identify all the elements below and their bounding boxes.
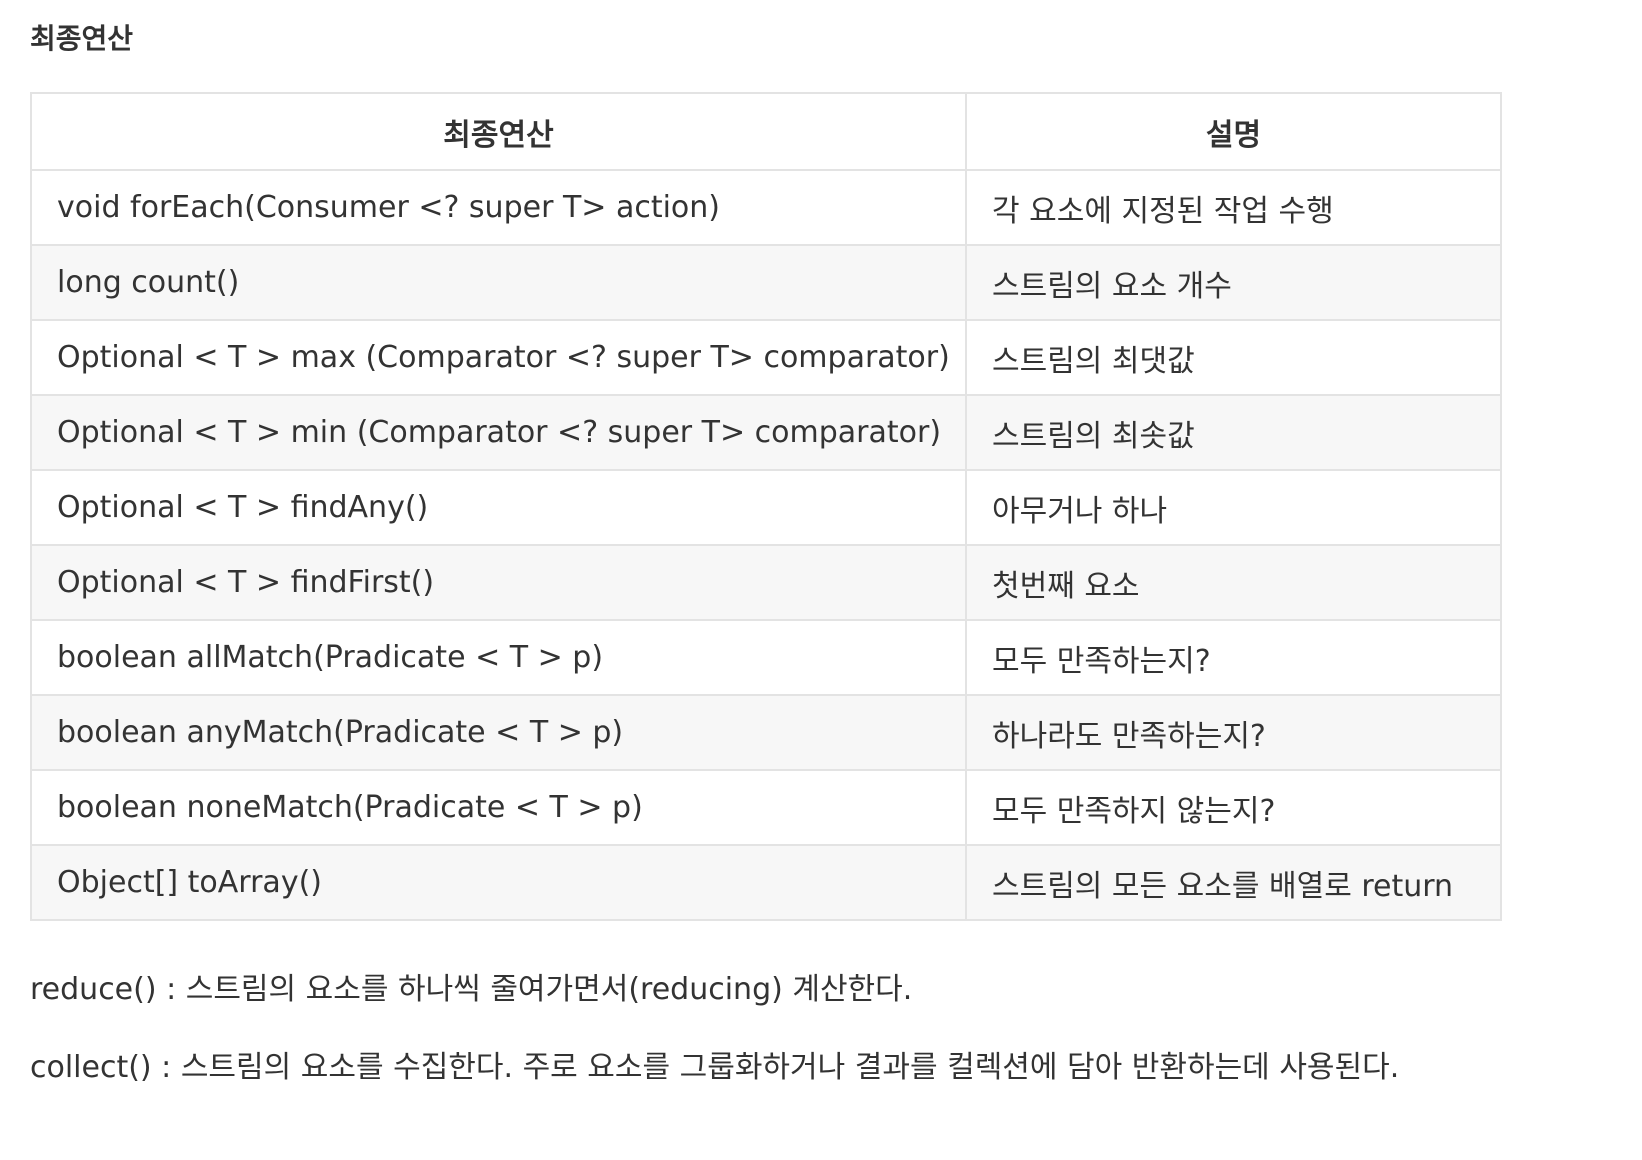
operation-cell: boolean noneMatch(Pradicate < T > p)	[30, 769, 967, 846]
table-row: boolean allMatch(Pradicate < T > p) 모두 만…	[30, 619, 1502, 696]
table-row: boolean noneMatch(Pradicate < T > p) 모두 …	[30, 769, 1502, 846]
operation-cell: Optional < T > max (Comparator <? super …	[30, 319, 967, 396]
description-cell: 모두 만족하지 않는지?	[965, 769, 1502, 846]
description-cell: 스트림의 최댓값	[965, 319, 1502, 396]
table-row: Optional < T > min (Comparator <? super …	[30, 394, 1502, 471]
header-operation: 최종연산	[30, 92, 967, 171]
description-cell: 스트림의 모든 요소를 배열로 return	[965, 844, 1502, 921]
table-row: Object[] toArray() 스트림의 모든 요소를 배열로 retur…	[30, 844, 1502, 921]
operation-cell: boolean allMatch(Pradicate < T > p)	[30, 619, 967, 696]
document-page: 최종연산 최종연산 설명 void forEach(Consumer <? su…	[30, 0, 1610, 1085]
table-row: Optional < T > findAny() 아무거나 하나	[30, 469, 1502, 546]
operation-cell: void forEach(Consumer <? super T> action…	[30, 169, 967, 246]
description-cell: 첫번째 요소	[965, 544, 1502, 621]
description-cell: 모두 만족하는지?	[965, 619, 1502, 696]
table-header-row: 최종연산 설명	[30, 92, 1502, 171]
terminal-operations-table: 최종연산 설명 void forEach(Consumer <? super T…	[30, 92, 1502, 921]
table-row: Optional < T > max (Comparator <? super …	[30, 319, 1502, 396]
operation-cell: Optional < T > findFirst()	[30, 544, 967, 621]
table-row: long count() 스트림의 요소 개수	[30, 244, 1502, 321]
header-description: 설명	[965, 92, 1502, 171]
operation-cell: Object[] toArray()	[30, 844, 967, 921]
description-cell: 스트림의 최솟값	[965, 394, 1502, 471]
description-cell: 아무거나 하나	[965, 469, 1502, 546]
description-cell: 스트림의 요소 개수	[965, 244, 1502, 321]
description-cell: 각 요소에 지정된 작업 수행	[965, 169, 1502, 246]
table-row: boolean anyMatch(Pradicate < T > p) 하나라도…	[30, 694, 1502, 771]
operation-cell: long count()	[30, 244, 967, 321]
description-cell: 하나라도 만족하는지?	[965, 694, 1502, 771]
reduce-note: reduce() : 스트림의 요소를 하나씩 줄여가면서(reducing) …	[30, 972, 913, 1007]
section-title: 최종연산	[30, 22, 134, 55]
operation-cell: boolean anyMatch(Pradicate < T > p)	[30, 694, 967, 771]
table-row: Optional < T > findFirst() 첫번째 요소	[30, 544, 1502, 621]
collect-note: collect() : 스트림의 요소를 수집한다. 주로 요소를 그룹화하거나…	[30, 1050, 1400, 1085]
table-row: void forEach(Consumer <? super T> action…	[30, 169, 1502, 246]
operation-cell: Optional < T > findAny()	[30, 469, 967, 546]
operation-cell: Optional < T > min (Comparator <? super …	[30, 394, 967, 471]
